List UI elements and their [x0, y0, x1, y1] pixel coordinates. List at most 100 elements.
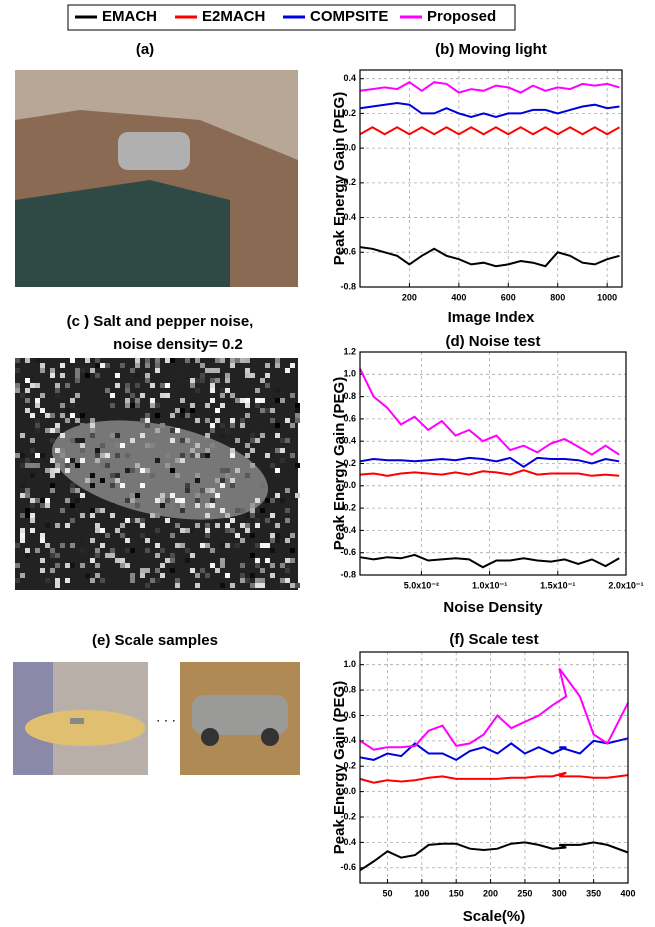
noise-pixel — [80, 423, 85, 428]
y-tick-label: 0.8 — [343, 684, 356, 694]
noise-pixel — [185, 483, 190, 488]
noise-pixel — [115, 558, 120, 563]
noise-pixel — [180, 398, 185, 403]
noise-pixel — [90, 418, 95, 423]
y-tick-label: 0.2 — [343, 108, 356, 118]
noise-pixel — [235, 468, 240, 473]
noise-pixel — [250, 433, 255, 438]
noise-pixel — [25, 463, 30, 468]
noise-pixel — [65, 383, 70, 388]
noise-pixel — [165, 393, 170, 398]
noise-pixel — [155, 568, 160, 573]
noise-pixel — [190, 383, 195, 388]
noise-pixel — [35, 398, 40, 403]
noise-pixel — [275, 388, 280, 393]
noise-pixel — [155, 368, 160, 373]
noise-pixel — [295, 418, 300, 423]
noise-pixel — [50, 373, 55, 378]
noise-pixel — [155, 363, 160, 368]
y-tick-label: -0.6 — [340, 247, 356, 257]
noise-pixel — [125, 398, 130, 403]
noise-pixel — [190, 553, 195, 558]
noise-pixel — [65, 408, 70, 413]
noise-pixel — [35, 383, 40, 388]
noise-pixel — [170, 568, 175, 573]
noise-pixel — [240, 358, 245, 363]
noise-pixel — [290, 558, 295, 563]
noise-pixel — [35, 548, 40, 553]
noise-pixel — [110, 548, 115, 553]
noise-pixel — [245, 513, 250, 518]
noise-pixel — [175, 473, 180, 478]
noise-pixel — [220, 388, 225, 393]
noise-pixel — [265, 383, 270, 388]
noise-pixel — [225, 573, 230, 578]
noise-pixel — [205, 403, 210, 408]
noise-pixel — [135, 463, 140, 468]
noise-pixel — [285, 518, 290, 523]
noise-pixel — [65, 563, 70, 568]
noise-pixel — [280, 563, 285, 568]
x-tick-label: 150 — [449, 888, 464, 898]
noise-pixel — [100, 508, 105, 513]
noise-pixel — [55, 428, 60, 433]
noise-pixel — [90, 473, 95, 478]
noise-pixel — [260, 428, 265, 433]
noise-pixel — [255, 558, 260, 563]
noise-pixel — [60, 543, 65, 548]
noise-pixel — [115, 373, 120, 378]
noise-pixel — [225, 388, 230, 393]
noise-pixel — [215, 478, 220, 483]
noise-pixel — [60, 363, 65, 368]
noise-pixel — [240, 578, 245, 583]
noise-pixel — [105, 533, 110, 538]
noise-pixel — [125, 403, 130, 408]
noise-pixel — [95, 448, 100, 453]
noise-pixel — [220, 558, 225, 563]
noise-pixel — [45, 503, 50, 508]
noise-pixel — [140, 468, 145, 473]
y-tick-label: 0.6 — [343, 710, 356, 720]
noise-pixel — [50, 468, 55, 473]
legend-label: Proposed — [427, 8, 496, 25]
noise-pixel — [70, 563, 75, 568]
noise-pixel — [190, 358, 195, 363]
noise-pixel — [120, 443, 125, 448]
noise-pixel — [170, 428, 175, 433]
noise-pixel — [75, 418, 80, 423]
noise-pixel — [160, 423, 165, 428]
noise-pixel — [255, 563, 260, 568]
noise-pixel — [240, 523, 245, 528]
noise-pixel — [240, 508, 245, 513]
noise-pixel — [165, 358, 170, 363]
noise-pixel — [210, 503, 215, 508]
noise-pixel — [275, 533, 280, 538]
noise-pixel — [170, 468, 175, 473]
noise-pixel — [295, 583, 300, 588]
noise-pixel — [260, 508, 265, 513]
noise-pixel — [75, 368, 80, 373]
noise-pixel — [70, 513, 75, 518]
noise-pixel — [250, 573, 255, 578]
noise-pixel — [120, 558, 125, 563]
noise-pixel — [190, 408, 195, 413]
noise-pixel — [15, 383, 20, 388]
noise-pixel — [245, 578, 250, 583]
noise-pixel — [255, 403, 260, 408]
noise-pixel — [35, 428, 40, 433]
noise-pixel — [15, 358, 20, 363]
noise-pixel — [45, 448, 50, 453]
noise-pixel — [215, 523, 220, 528]
noise-pixel — [125, 548, 130, 553]
noise-pixel — [210, 428, 215, 433]
noise-pixel — [95, 458, 100, 463]
noise-pixel — [270, 538, 275, 543]
noise-pixel — [240, 538, 245, 543]
x-tick-label: 300 — [552, 888, 567, 898]
noise-pixel — [235, 398, 240, 403]
noise-pixel — [220, 358, 225, 363]
noise-pixel — [160, 548, 165, 553]
noise-pixel — [170, 493, 175, 498]
noise-pixel — [160, 573, 165, 578]
noise-pixel — [145, 468, 150, 473]
